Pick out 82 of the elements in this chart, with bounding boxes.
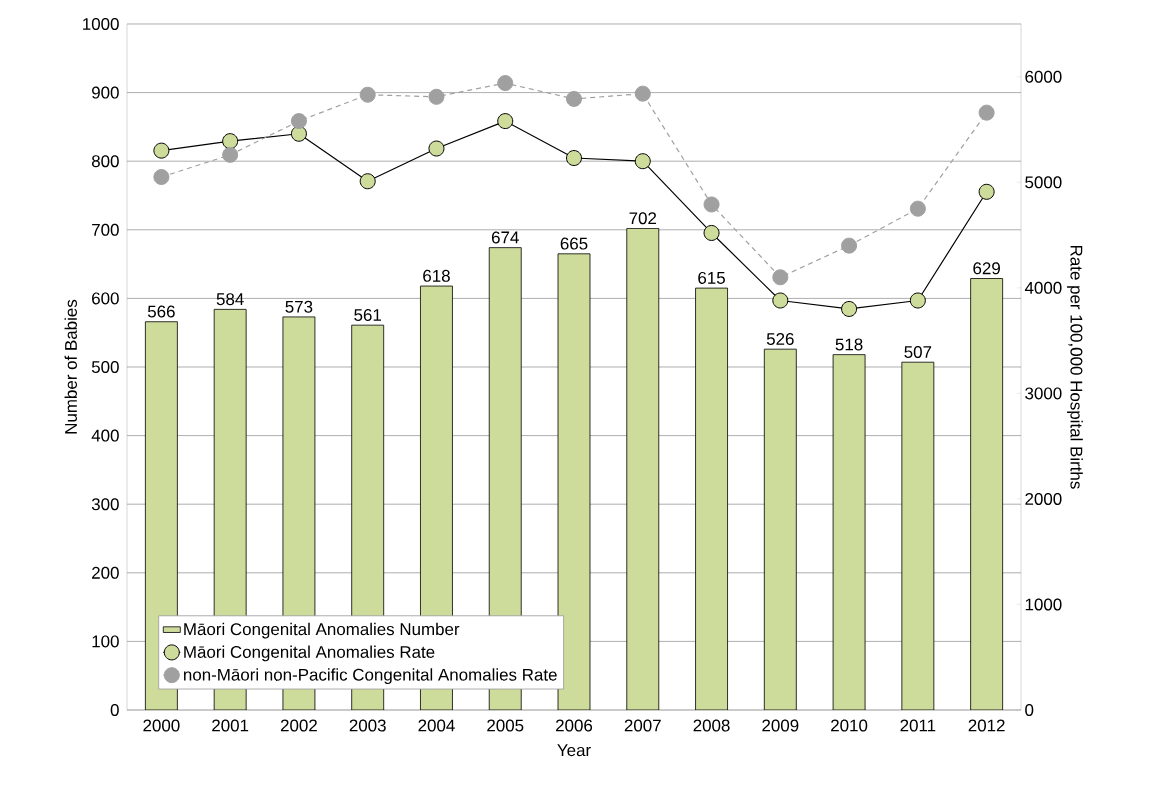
point [222, 133, 239, 150]
point [497, 113, 514, 130]
point [634, 85, 651, 102]
point [153, 169, 170, 186]
y-tick-label: 500 [91, 361, 119, 373]
y-axis-title: Number of Babies [64, 299, 77, 434]
x-tick-label: 2006 [556, 719, 593, 732]
point [909, 292, 926, 309]
point [841, 300, 858, 317]
y-tick-label: 800 [91, 155, 119, 168]
x-tick-label: 2011 [900, 719, 936, 732]
y2-tick-label: 2000 [1025, 492, 1062, 505]
y-tick-label: 0 [110, 704, 119, 716]
x-tick-label: 2004 [418, 719, 455, 732]
y-tick-label: 600 [92, 292, 119, 305]
x-axis-title: Year [557, 744, 591, 757]
point [703, 224, 720, 241]
x-tick-label: 2010 [831, 719, 868, 732]
point [772, 292, 789, 309]
data-label: 629 [973, 262, 1000, 275]
data-label: 573 [285, 300, 313, 313]
point [566, 150, 583, 167]
data-label: 674 [491, 231, 519, 244]
point [978, 183, 995, 200]
point [222, 146, 239, 163]
x-tick-label: 2003 [349, 719, 386, 732]
bar [695, 287, 728, 710]
bar [626, 228, 660, 710]
x-tick-label: 2012 [968, 719, 1005, 732]
legend-label: non-Māori non-Pacific Congenital Anomalies Rate [184, 668, 557, 685]
point [703, 196, 720, 213]
y2-tick-label: 4000 [1024, 281, 1062, 294]
point [772, 269, 789, 286]
y2-tick-label: 6000 [1025, 70, 1062, 83]
x-tick-label: 2008 [693, 719, 730, 732]
x-tick-label: 2001 [212, 719, 249, 732]
data-label: 518 [835, 338, 863, 351]
bar [832, 354, 866, 710]
data-label: 702 [629, 212, 657, 225]
data-label: 561 [354, 308, 381, 321]
y-tick-label: 300 [91, 498, 119, 511]
point [841, 237, 858, 254]
bar [763, 348, 797, 710]
legend-label: Māori Congenital Anomalies Number [184, 622, 460, 639]
y2-tick-label: 0 [1025, 704, 1034, 716]
y-tick-label: 1000 [83, 17, 119, 30]
y2-tick-label: 3000 [1025, 387, 1062, 400]
data-label: 507 [904, 346, 932, 358]
y2-tick-label: 1000 [1025, 598, 1062, 611]
y-tick-label: 900 [92, 86, 119, 99]
y2-axis-title: Rate per 100,000 Hospital Births [1067, 245, 1083, 489]
y2-tick-label: 5000 [1025, 176, 1062, 189]
data-label: 615 [698, 271, 725, 284]
data-label: 526 [766, 332, 794, 345]
x-tick-label: 2007 [624, 719, 661, 732]
bar [901, 361, 935, 710]
point [978, 104, 995, 121]
x-tick-label: 2000 [143, 719, 180, 732]
data-label: 665 [560, 237, 588, 250]
point [428, 88, 445, 105]
point [497, 75, 514, 92]
x-tick-label: 2002 [280, 719, 317, 732]
legend-label: Māori Congenital Anomalies Rate [184, 645, 435, 662]
point [153, 142, 170, 159]
bar [970, 278, 1004, 710]
y-tick-label: 200 [92, 566, 119, 579]
point [909, 200, 926, 217]
bar [557, 253, 591, 710]
data-label: 618 [423, 269, 450, 282]
point [634, 153, 651, 170]
x-tick-label: 2009 [762, 719, 799, 732]
point [566, 90, 583, 107]
point [428, 140, 445, 157]
y-tick-label: 400 [91, 429, 119, 442]
x-tick-label: 2005 [487, 719, 524, 732]
y-tick-label: 100 [92, 635, 119, 648]
point [359, 86, 376, 103]
point [359, 173, 376, 190]
point [290, 113, 307, 130]
data-label: 566 [147, 305, 175, 318]
y-tick-label: 700 [92, 223, 119, 236]
data-label: 584 [216, 293, 244, 306]
